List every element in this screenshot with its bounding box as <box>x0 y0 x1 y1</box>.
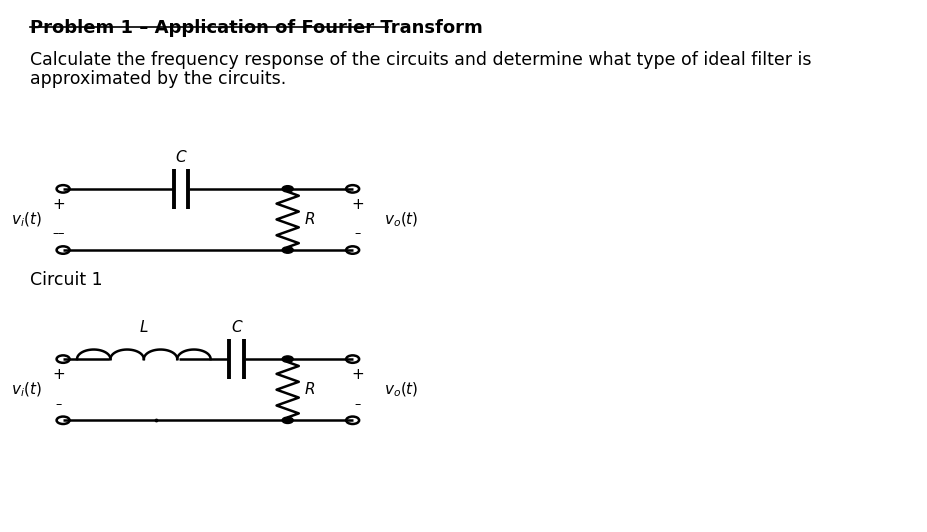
Text: $v_o(t)$: $v_o(t)$ <box>383 210 418 229</box>
Text: L: L <box>139 320 148 335</box>
Circle shape <box>282 417 293 423</box>
Text: $v_i(t)$: $v_i(t)$ <box>10 380 42 399</box>
Text: –: – <box>354 398 360 411</box>
Circle shape <box>282 247 293 253</box>
Text: –: – <box>354 228 360 240</box>
Text: +: + <box>52 197 65 212</box>
Text: +: + <box>52 367 65 382</box>
Text: Problem 1 – Application of Fourier Transform: Problem 1 – Application of Fourier Trans… <box>30 19 482 37</box>
Text: R: R <box>304 212 314 227</box>
Text: C: C <box>231 320 242 335</box>
Text: –: – <box>56 398 61 411</box>
Text: +: + <box>350 367 363 382</box>
Text: ––: –– <box>52 228 65 240</box>
Text: Calculate the frequency response of the circuits and determine what type of idea: Calculate the frequency response of the … <box>30 51 810 69</box>
Circle shape <box>282 356 293 362</box>
Text: C: C <box>175 150 186 165</box>
Text: $v_o(t)$: $v_o(t)$ <box>383 380 418 399</box>
Text: +: + <box>350 197 363 212</box>
Circle shape <box>282 186 293 192</box>
Text: Circuit 1: Circuit 1 <box>30 271 102 289</box>
Text: $v_i(t)$: $v_i(t)$ <box>10 210 42 229</box>
Text: R: R <box>304 382 314 397</box>
Text: approximated by the circuits.: approximated by the circuits. <box>30 70 286 88</box>
